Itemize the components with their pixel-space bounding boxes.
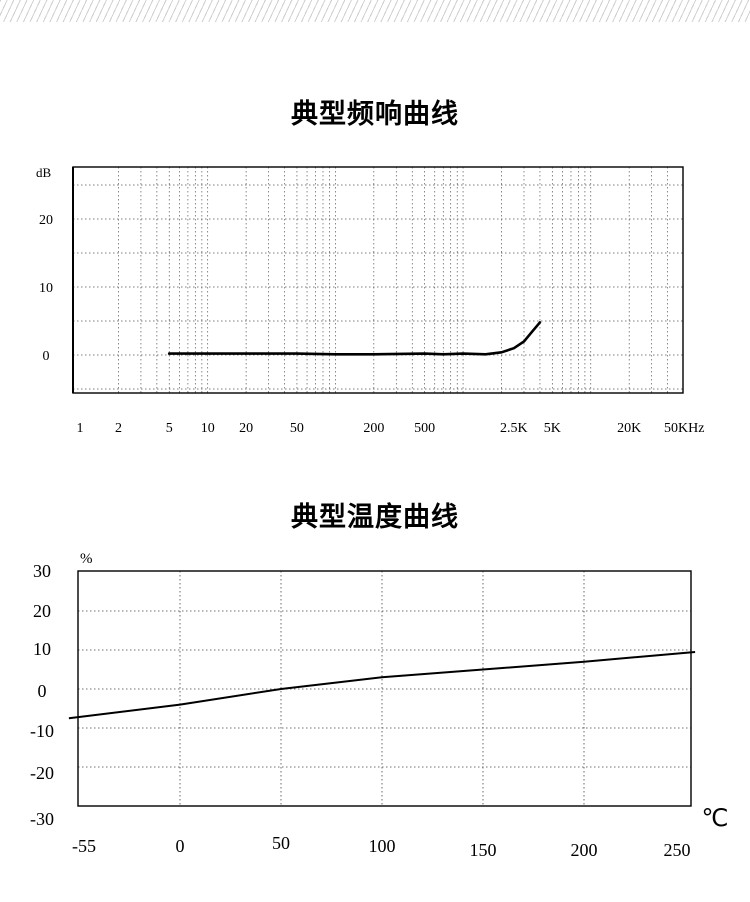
- freq-y-tick-label: 20: [39, 213, 53, 228]
- freq-x-tick-label: 50KHz: [664, 421, 704, 436]
- freq-x-tick-label: 1: [77, 421, 84, 436]
- freq-y-tick-label: 10: [39, 281, 53, 296]
- freq-response-line: [167, 321, 542, 356]
- temp-x-tick-label: 50: [272, 833, 290, 853]
- freq-x-tick-label: 200: [363, 421, 384, 436]
- temp-x-tick-label: 250: [664, 840, 691, 860]
- freq-x-tick-label: 5: [166, 421, 173, 436]
- freq-x-tick-label: 2.5K: [500, 421, 528, 436]
- top-hatch-border: [0, 0, 750, 22]
- freq-x-tick-label: 10: [201, 421, 215, 436]
- freq-vertical-grid: [118, 167, 668, 393]
- frequency-response-chart: dB 20 10 0 1 2 5 10 20 50 200 500 2.5K 5K 20K 50KHz: [36, 165, 704, 436]
- freq-x-tick-label: 20K: [617, 421, 641, 436]
- freq-horizontal-grid: [73, 184, 683, 390]
- temp-y-tick-label: 20: [33, 601, 51, 621]
- temp-horizontal-grid: [78, 610, 691, 768]
- temp-plot-frame: [77, 570, 692, 807]
- freq-y-axis-label: dB: [36, 165, 52, 180]
- temp-y-tick-label: 10: [33, 639, 51, 659]
- freq-x-tick-label: 50: [290, 421, 304, 436]
- frequency-chart-title: 典型频响曲线: [291, 99, 459, 130]
- freq-x-tick-label: 5K: [544, 421, 561, 436]
- temp-x-tick-label: 100: [369, 836, 396, 856]
- freq-y-tick-label: 0: [43, 349, 50, 364]
- temp-y-tick-label: -20: [30, 763, 54, 783]
- temp-x-tick-label: 0: [176, 836, 185, 856]
- temp-y-tick-label: -30: [30, 809, 54, 829]
- temp-y-tick-label: 30: [33, 561, 51, 581]
- freq-x-tick-label: 20: [239, 421, 253, 436]
- temp-y-tick-label: 0: [38, 681, 47, 701]
- temp-x-tick-label: 150: [470, 840, 497, 860]
- temp-curve-line: [68, 651, 696, 720]
- temp-x-tick-label: -55: [72, 836, 96, 856]
- freq-x-tick-label: 500: [414, 421, 435, 436]
- freq-x-tick-label: 2: [115, 421, 122, 436]
- temp-y-axis-label: %: [80, 551, 93, 567]
- freq-plot-frame: [72, 166, 684, 394]
- temp-vertical-grid: [179, 571, 585, 806]
- temp-x-tick-label: 200: [571, 840, 598, 860]
- temperature-chart-title: 典型温度曲线: [291, 502, 459, 533]
- temp-y-tick-label: -10: [30, 721, 54, 741]
- temp-x-axis-unit-label: ℃: [702, 806, 729, 832]
